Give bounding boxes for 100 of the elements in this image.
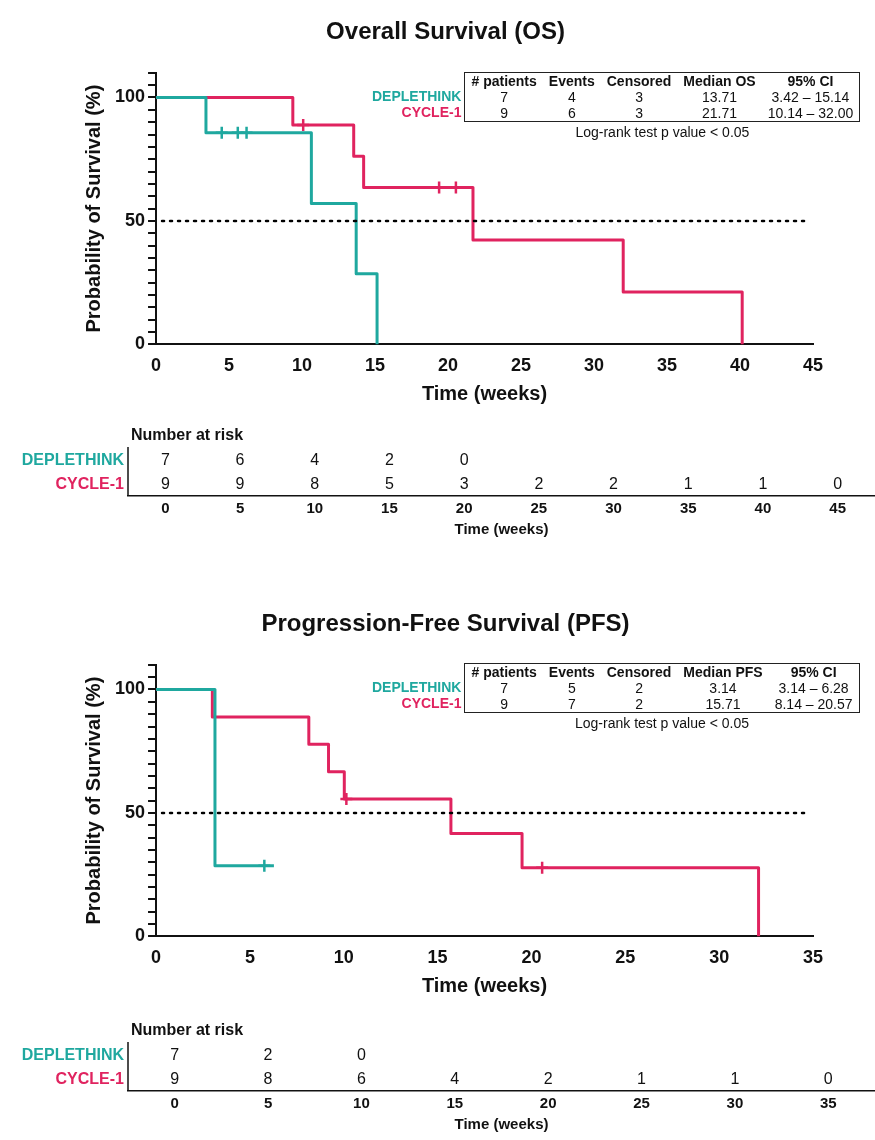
data-label: 7 [160,451,170,469]
category-label: # patients [470,72,538,89]
category-label: Median PFS [682,663,764,680]
x-axis-title: Time (weeks) [421,381,548,404]
x-tick-label: 25 [615,947,636,968]
x-tick-label: 25 [511,355,532,376]
data-label: 0 [823,1069,833,1087]
x-tick-label: 15 [381,499,398,517]
text: 7 [567,696,576,712]
data-label: 2 [385,451,394,469]
data-label: 7 [170,1046,180,1064]
x-tick-label: 0 [170,1094,179,1112]
text: 4 [567,89,576,105]
data-label: 4 [310,451,320,469]
y-tick-label: CYCLE-1 [55,1069,125,1087]
chart-title: Number at risk [131,1021,244,1039]
x-tick-label: 0 [151,947,162,968]
x-tick-label: 40 [754,499,772,517]
y-tick-label: 50 [125,209,146,230]
category-label: Events [547,72,596,89]
data-label: 2 [534,474,544,492]
text: 13.71 [701,89,738,105]
x-tick-label: 25 [530,499,548,517]
x-axis-title: Time (weeks) [454,520,549,538]
x-tick-label: 35 [656,355,678,376]
data-label: 0 [833,474,843,492]
text: 2 [635,696,643,712]
text: 9 [500,105,509,121]
x-tick-label: 35 [802,947,824,968]
x-tick-label: 45 [802,355,824,376]
category-label: CYCLE-1 [401,104,462,120]
y-tick-label: DEPLETHINK [21,451,125,469]
chart-title: Overall Survival (OS) [326,17,565,45]
x-tick-label: 10 [306,499,324,517]
x-tick-label: 15 [427,947,448,968]
data-label: 1 [683,474,693,492]
x-tick-label: 10 [353,1094,370,1112]
data-label: 6 [235,451,245,469]
x-axis-title: Time (weeks) [454,1115,549,1133]
chart-title: Progression-Free Survival (PFS) [261,609,630,637]
category-label: Median OS [682,72,757,89]
text: 3.14 – 6.28 [778,680,849,696]
text: 15.71 [705,696,741,712]
x-tick-label: 15 [365,355,386,376]
category-label: 95% CI [786,72,835,89]
text: 8.14 – 20.57 [774,696,853,712]
y-tick-label: 0 [135,925,146,946]
category-label: # patients [470,663,538,680]
x-tick-label: 10 [333,947,354,968]
x-tick-label: 20 [438,355,459,376]
data-label: 2 [263,1046,273,1064]
data-label: 5 [385,474,394,492]
text: 2 [635,680,643,696]
data-label: 1 [758,474,768,492]
text: 3 [635,105,643,121]
text: 9 [500,696,509,712]
data-label: 9 [160,474,170,492]
text: 3 [635,89,643,105]
x-tick-label: 30 [605,499,622,517]
x-tick-label: 35 [819,1094,837,1112]
text: 6 [567,105,576,121]
data-label: 9 [170,1069,180,1087]
category-label: Censored [605,663,673,680]
x-tick-label: 30 [726,1094,744,1112]
y-axis-title: Probability of Survival (%) [81,84,104,333]
x-tick-label: 5 [263,1094,273,1112]
category-label: Events [547,663,596,680]
y-tick-label: CYCLE-1 [55,474,125,492]
text: 3.42 – 15.14 [771,89,850,105]
category-label: DEPLETHINK [372,679,462,695]
data-label: 2 [543,1069,553,1087]
y-tick-label: 100 [114,678,146,699]
x-tick-label: 20 [521,947,542,968]
category-label: DEPLETHINK [372,88,462,104]
data-label: 0 [459,451,469,469]
x-tick-label: 5 [235,499,245,517]
data-label: 3 [459,474,469,492]
x-tick-label: 20 [539,1094,557,1112]
x-tick-label: 30 [584,355,605,376]
data-label: 8 [263,1069,273,1087]
data-label: 1 [637,1069,647,1087]
x-tick-label: 35 [679,499,697,517]
text: 21.71 [701,105,738,121]
x-tick-label: 15 [446,1094,464,1112]
x-tick-label: 0 [151,355,162,376]
data-label: 8 [310,474,320,492]
data-label: 4 [450,1069,460,1087]
text: 10.14 – 32.00 [767,105,854,121]
x-tick-label: 20 [455,499,473,517]
x-tick-label: 30 [709,947,730,968]
x-tick-label: 5 [224,355,235,376]
x-tick-label: 45 [829,499,846,517]
x-tick-label: 5 [244,947,255,968]
data-label: 2 [609,474,619,492]
data-label: 6 [356,1069,366,1087]
y-tick-label: 0 [135,333,146,354]
annotation: Log-rank test p value < 0.05 [574,715,750,731]
text: 7 [500,89,509,105]
data-label: 1 [730,1069,740,1087]
category-label: 5 [567,680,576,696]
